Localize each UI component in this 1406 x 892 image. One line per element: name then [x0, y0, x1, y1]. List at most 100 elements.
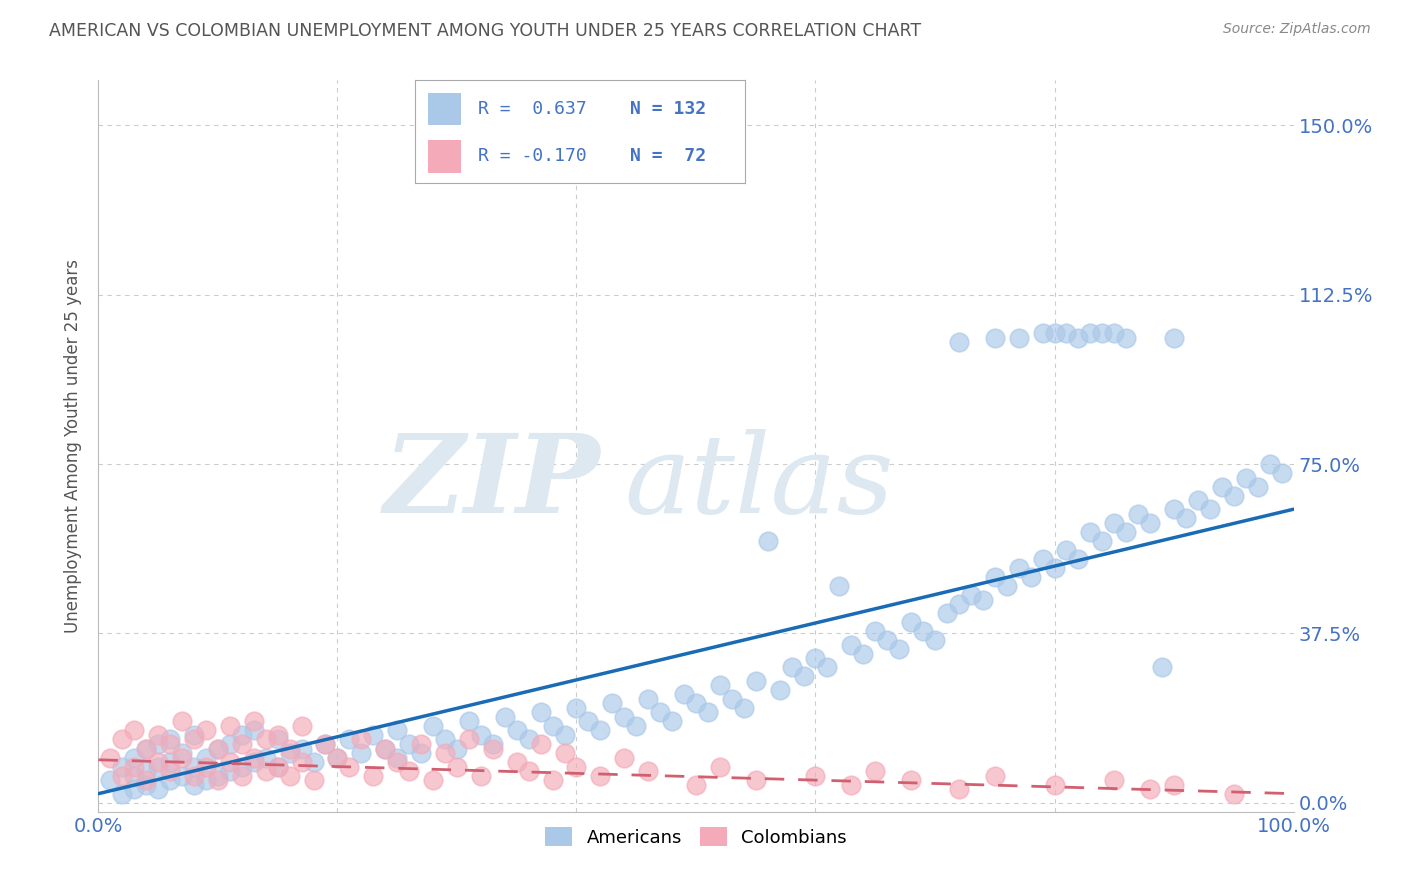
Point [339, 759, 361, 773]
Point [350, 746, 373, 760]
Point [219, 737, 242, 751]
Point [852, 647, 875, 661]
Point [135, 764, 157, 778]
Point [1258, 457, 1281, 471]
Point [828, 579, 851, 593]
Point [231, 769, 253, 783]
Text: R =  0.637: R = 0.637 [478, 100, 586, 118]
Point [1091, 533, 1114, 548]
Point [385, 755, 409, 769]
Point [948, 335, 970, 350]
Point [411, 737, 433, 751]
Point [111, 759, 134, 773]
Point [673, 687, 696, 701]
Point [124, 782, 146, 797]
Point [1043, 778, 1066, 792]
Point [685, 778, 707, 792]
Point [254, 764, 277, 778]
Point [1104, 773, 1126, 788]
Point [1056, 542, 1078, 557]
Point [1067, 331, 1090, 345]
Point [398, 764, 420, 778]
Point [1234, 470, 1257, 484]
Point [911, 624, 934, 639]
Point [374, 741, 396, 756]
Point [1163, 778, 1185, 792]
Point [1187, 493, 1209, 508]
Point [697, 706, 720, 720]
Point [613, 750, 636, 764]
Point [1104, 326, 1126, 340]
Point [148, 782, 170, 797]
Point [554, 728, 576, 742]
Point [1008, 561, 1031, 575]
Point [446, 759, 468, 773]
Y-axis label: Unemployment Among Youth under 25 years: Unemployment Among Youth under 25 years [63, 259, 82, 633]
Point [1139, 516, 1161, 530]
Point [1199, 502, 1222, 516]
Point [111, 732, 134, 747]
Point [841, 638, 863, 652]
Point [374, 741, 396, 756]
Point [291, 719, 314, 733]
Point [135, 778, 157, 792]
Point [470, 728, 492, 742]
Point [111, 787, 134, 801]
Point [709, 678, 731, 692]
Point [780, 660, 803, 674]
Point [291, 755, 314, 769]
Point [685, 697, 707, 711]
Point [172, 769, 194, 783]
Point [900, 615, 922, 629]
Point [530, 737, 553, 751]
Point [1056, 326, 1078, 340]
Point [470, 769, 492, 783]
Text: AMERICAN VS COLOMBIAN UNEMPLOYMENT AMONG YOUTH UNDER 25 YEARS CORRELATION CHART: AMERICAN VS COLOMBIAN UNEMPLOYMENT AMONG… [49, 22, 921, 40]
Point [172, 750, 194, 764]
Point [589, 723, 612, 738]
Point [506, 723, 529, 738]
Point [267, 759, 290, 773]
Point [148, 755, 170, 769]
Point [984, 331, 1007, 345]
Point [254, 750, 277, 764]
Point [889, 642, 911, 657]
Point [207, 769, 229, 783]
Point [326, 750, 349, 764]
Point [1080, 326, 1102, 340]
Point [1128, 507, 1150, 521]
Point [756, 533, 779, 548]
Bar [427, 140, 461, 173]
Point [111, 769, 134, 783]
Point [183, 728, 205, 742]
Legend: Americans, Colombians: Americans, Colombians [537, 820, 855, 854]
Point [984, 769, 1007, 783]
Point [613, 710, 636, 724]
Point [195, 773, 218, 788]
Point [793, 669, 815, 683]
Point [1139, 782, 1161, 797]
Point [948, 597, 970, 611]
Point [768, 682, 790, 697]
Point [1067, 552, 1090, 566]
Point [278, 769, 301, 783]
Point [278, 741, 301, 756]
Point [172, 746, 194, 760]
Point [231, 737, 253, 751]
Point [135, 741, 157, 756]
Text: Source: ZipAtlas.com: Source: ZipAtlas.com [1223, 22, 1371, 37]
Point [804, 651, 827, 665]
Point [195, 723, 218, 738]
Point [1091, 326, 1114, 340]
Point [326, 750, 349, 764]
Point [733, 701, 755, 715]
Point [972, 592, 994, 607]
Point [517, 732, 540, 747]
Text: N = 132: N = 132 [630, 100, 706, 118]
Point [1032, 552, 1054, 566]
Point [995, 579, 1018, 593]
Point [315, 737, 337, 751]
Point [865, 764, 887, 778]
Point [267, 728, 290, 742]
Point [517, 764, 540, 778]
